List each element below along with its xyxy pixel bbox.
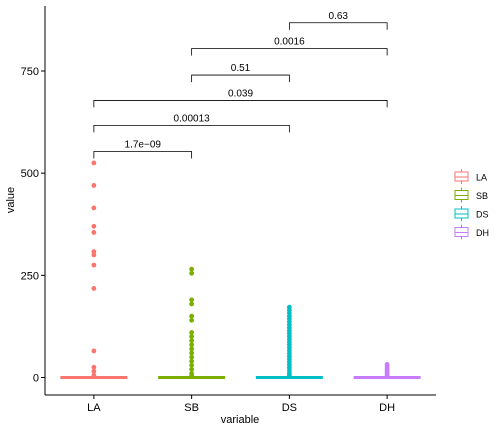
outlier-point-SB (189, 334, 195, 340)
outlier-point-SB (189, 266, 195, 272)
outlier-point-LA (91, 373, 97, 378)
outlier-point-LA (91, 348, 97, 354)
legend-label: SB (476, 191, 488, 201)
outlier-point-SB (189, 297, 195, 303)
y-axis-title: value (5, 187, 17, 213)
y-tick-label: 0 (33, 373, 39, 385)
outlier-point-DH (384, 373, 390, 378)
outlier-point-LA (91, 230, 97, 235)
comparison-p-value: 1.7e−09 (125, 140, 162, 151)
outlier-point-LA (91, 252, 97, 258)
outlier-point-LA (91, 368, 97, 374)
outlier-point-SB (189, 330, 195, 335)
legend-label: LA (476, 173, 487, 183)
x-axis-title: variable (221, 414, 260, 426)
x-tick-label: SB (184, 402, 199, 414)
comparison-bracket (93, 151, 193, 159)
outlier-point-LA (91, 223, 97, 229)
outlier-point-SB (189, 350, 195, 356)
outlier-point-SB (189, 270, 195, 276)
comparison-bracket (191, 74, 290, 83)
x-tick-label: LA (87, 402, 101, 414)
outlier-point-LA (91, 262, 97, 268)
y-tick-label: 500 (21, 168, 39, 180)
outlier-point-SB (189, 366, 195, 372)
outlier-point-SB (189, 373, 195, 378)
outlier-point-SB (189, 317, 195, 323)
outlier-point-SB (189, 362, 195, 368)
outlier-point-SB (189, 354, 195, 360)
comparison-p-value: 0.039 (228, 88, 253, 99)
outlier-point-SB (189, 338, 195, 344)
comparison-bracket (288, 22, 388, 30)
outlier-point-SB (189, 313, 195, 319)
y-tick-label: 250 (21, 270, 39, 282)
comparison-bracket (93, 100, 388, 108)
outlier-point-LA (91, 205, 97, 211)
outlier-point-LA (91, 364, 97, 370)
outlier-point-SB (189, 346, 195, 352)
outlier-point-LA (91, 286, 97, 291)
comparison-p-value: 0.51 (231, 63, 251, 74)
y-tick-label: 750 (21, 66, 39, 78)
outlier-point-DS (286, 373, 292, 378)
outlier-point-SB (189, 358, 195, 364)
outlier-point-LA (91, 160, 97, 166)
outlier-point-SB (189, 301, 195, 307)
comparison-p-value: 0.63 (329, 11, 349, 22)
legend-label: DH (476, 228, 489, 238)
x-tick-label: DH (379, 402, 395, 414)
comparison-p-value: 0.0016 (274, 37, 305, 48)
outlier-point-LA (91, 183, 97, 188)
legend-label: DS (476, 210, 489, 220)
comparison-p-value: 0.00013 (174, 113, 211, 124)
outlier-point-SB (189, 342, 195, 348)
x-tick-label: DS (282, 402, 297, 414)
comparison-bracket (93, 124, 290, 133)
comparison-bracket (191, 48, 388, 56)
